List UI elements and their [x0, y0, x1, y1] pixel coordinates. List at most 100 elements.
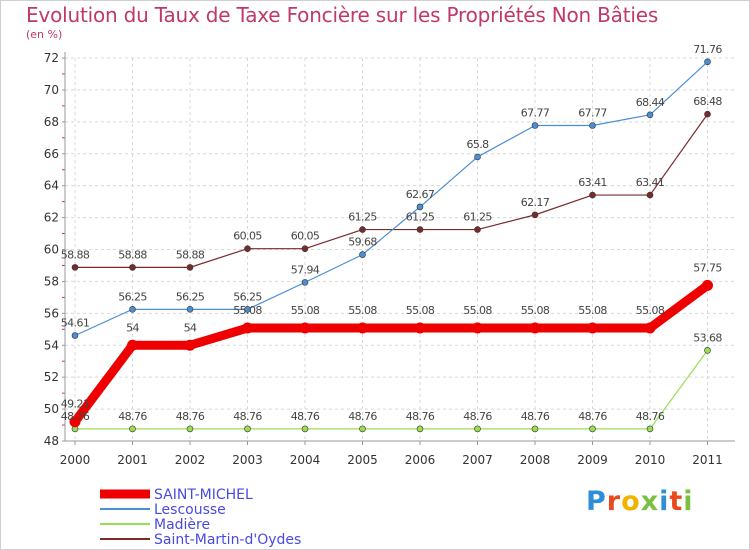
data-point: [531, 425, 539, 433]
data-label: 67.77: [521, 107, 550, 120]
data-point: [704, 110, 711, 118]
logo-letter: i: [683, 486, 694, 517]
series-line: [74, 113, 709, 268]
y-tick-label: 72: [44, 51, 59, 65]
data-point: [129, 264, 136, 271]
data-label: 48.76: [291, 410, 320, 423]
data-label: 54: [126, 321, 139, 334]
logo-letter: P: [586, 486, 607, 517]
x-tick-label: 2007: [462, 453, 493, 467]
series-layer: [69, 58, 713, 433]
data-point: [244, 306, 251, 313]
data-label: 48.76: [578, 410, 607, 423]
series-line: [74, 61, 709, 337]
data-label: 61.25: [348, 211, 377, 224]
y-tick-label: 66: [44, 147, 59, 161]
legend-label: Madière: [154, 517, 210, 533]
y-tick-label: 70: [44, 83, 59, 97]
data-point: [69, 416, 81, 428]
data-point: [587, 322, 598, 334]
data-point: [301, 425, 309, 433]
data-point: [127, 339, 138, 351]
data-point: [359, 251, 366, 258]
data-point: [589, 122, 596, 129]
x-tick-label: 2002: [175, 453, 206, 467]
data-label: 59.68: [348, 236, 377, 249]
data-label: 56.25: [176, 290, 205, 303]
data-label: 60.05: [233, 230, 262, 243]
data-point: [71, 332, 79, 339]
data-label: 55.08: [348, 304, 377, 317]
legend-label: SAINT-MICHEL: [154, 487, 253, 503]
data-label: 68.48: [693, 95, 722, 108]
data-label: 49.21: [61, 398, 90, 411]
x-tick-label: 2000: [60, 453, 91, 467]
data-label: 48.76: [176, 410, 205, 423]
proxiti-logo: Proxiti: [586, 486, 694, 517]
data-point: [244, 425, 251, 433]
y-tick-label: 48: [44, 434, 59, 448]
data-label: 67.77: [578, 107, 607, 120]
data-point: [646, 425, 654, 433]
data-point: [529, 322, 541, 334]
legend: SAINT-MICHELLescousseMadièreSaint-Martin…: [100, 487, 301, 548]
y-tick-label: 68: [44, 115, 59, 129]
legend-label: Saint-Martin-d'Oydes: [154, 532, 301, 548]
chart-subtitle: (en %): [26, 28, 63, 41]
data-point: [301, 279, 309, 286]
x-tick-label: 2006: [405, 453, 436, 467]
data-point: [186, 425, 194, 433]
data-label: 63.41: [636, 176, 665, 189]
y-tick-label: 54: [44, 338, 59, 352]
data-point: [244, 245, 251, 253]
data-label: 61.25: [463, 211, 492, 224]
data-label: 48.76: [636, 410, 665, 423]
data-point: [646, 111, 654, 119]
data-point: [416, 203, 424, 211]
data-label: 55.08: [636, 304, 665, 317]
x-tick-label: 2010: [635, 453, 666, 467]
data-label: 58.88: [118, 248, 147, 261]
x-tick-label: 2008: [520, 453, 551, 467]
data-label: 48.76: [118, 410, 147, 423]
data-label: 48.76: [233, 410, 262, 423]
data-point: [531, 211, 539, 219]
data-label: 48.76: [406, 410, 435, 423]
chart-title: Evolution du Taux de Taxe Foncière sur l…: [26, 3, 659, 27]
data-label: 62.67: [406, 188, 435, 201]
x-tick-label: 2011: [692, 453, 723, 467]
data-point: [646, 191, 654, 199]
y-tick-label: 64: [44, 179, 59, 193]
data-point: [589, 191, 596, 199]
data-label: 48.76: [463, 410, 492, 423]
data-label: 65.8: [466, 138, 489, 151]
data-point: [474, 425, 481, 433]
data-point: [474, 153, 481, 161]
data-label: 54.61: [61, 317, 90, 330]
legend-label: Lescousse: [154, 502, 226, 518]
data-label: 63.41: [578, 176, 607, 189]
data-point: [531, 122, 539, 129]
logo-letter: t: [669, 486, 684, 517]
x-tick-label: 2004: [290, 453, 321, 467]
data-label: 71.76: [693, 43, 722, 56]
logo-letter: i: [659, 486, 670, 517]
x-tick-label: 2005: [347, 453, 378, 467]
data-point: [357, 322, 368, 334]
data-label: 57.94: [291, 263, 320, 276]
logo-letter: r: [606, 486, 622, 517]
data-label: 58.88: [61, 248, 90, 261]
data-label: 54: [184, 321, 197, 334]
data-label: 48.76: [61, 410, 90, 423]
data-label: 55.08: [233, 304, 262, 317]
data-point: [129, 306, 136, 313]
data-label: 56.25: [233, 290, 262, 303]
data-label: 48.76: [348, 410, 377, 423]
y-tick-label: 60: [44, 243, 59, 257]
data-point: [71, 264, 79, 271]
logo-letter: o: [621, 486, 641, 517]
data-point: [644, 322, 656, 334]
